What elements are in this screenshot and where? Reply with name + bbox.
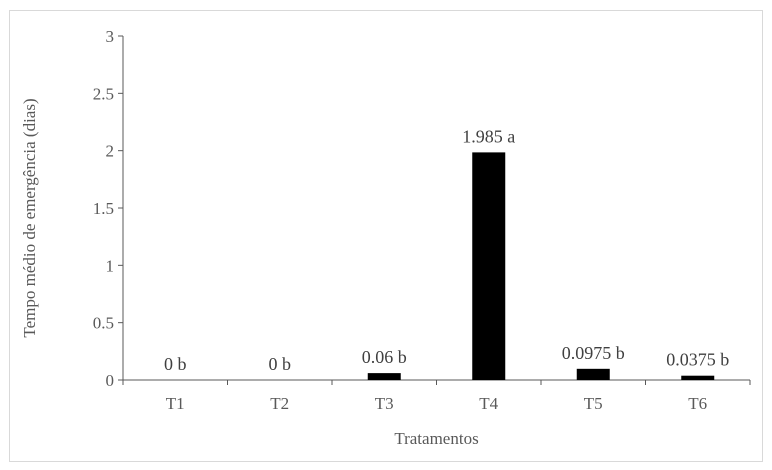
x-tick-label: T3	[375, 394, 394, 413]
data-label: 0.06 b	[362, 347, 407, 367]
y-tick-label: 0	[106, 371, 115, 390]
y-axis-title: Tempo médio de emergência (dias)	[20, 98, 39, 337]
chart-frame	[9, 10, 763, 462]
data-label: 0.0375 b	[666, 350, 729, 370]
data-label: 0.0975 b	[562, 343, 625, 363]
x-tick-label: T6	[688, 394, 707, 413]
x-tick-label: T2	[270, 394, 289, 413]
data-label: 1.985 a	[462, 126, 515, 146]
x-tick-label: T5	[584, 394, 603, 413]
bar-series	[367, 152, 715, 380]
y-tick-label: 3	[106, 27, 115, 46]
data-label: 0 b	[269, 354, 292, 374]
y-axis-ticks: 0 0.5 1 1.5 2 2.5 3	[93, 27, 123, 390]
y-tick-label: 2	[106, 142, 115, 161]
x-axis-ticks: T1 T2 T3 T4 T5 T6	[122, 380, 751, 413]
y-tick-label: 0.5	[93, 314, 114, 333]
bar-t5	[576, 368, 610, 380]
data-label: 0 b	[164, 354, 187, 374]
bar-t6	[681, 375, 715, 380]
bar-t4	[472, 152, 506, 380]
x-tick-label: T1	[166, 394, 185, 413]
data-labels: 0 b 0 b 0.06 b 1.985 a 0.0975 b 0.0375 b	[164, 126, 729, 374]
x-axis-title: Tratamentos	[394, 429, 478, 448]
y-tick-label: 1.5	[93, 199, 114, 218]
y-tick-label: 2.5	[93, 84, 114, 103]
bar-t3	[367, 373, 401, 380]
y-tick-label: 1	[106, 256, 115, 275]
x-tick-label: T4	[479, 394, 498, 413]
